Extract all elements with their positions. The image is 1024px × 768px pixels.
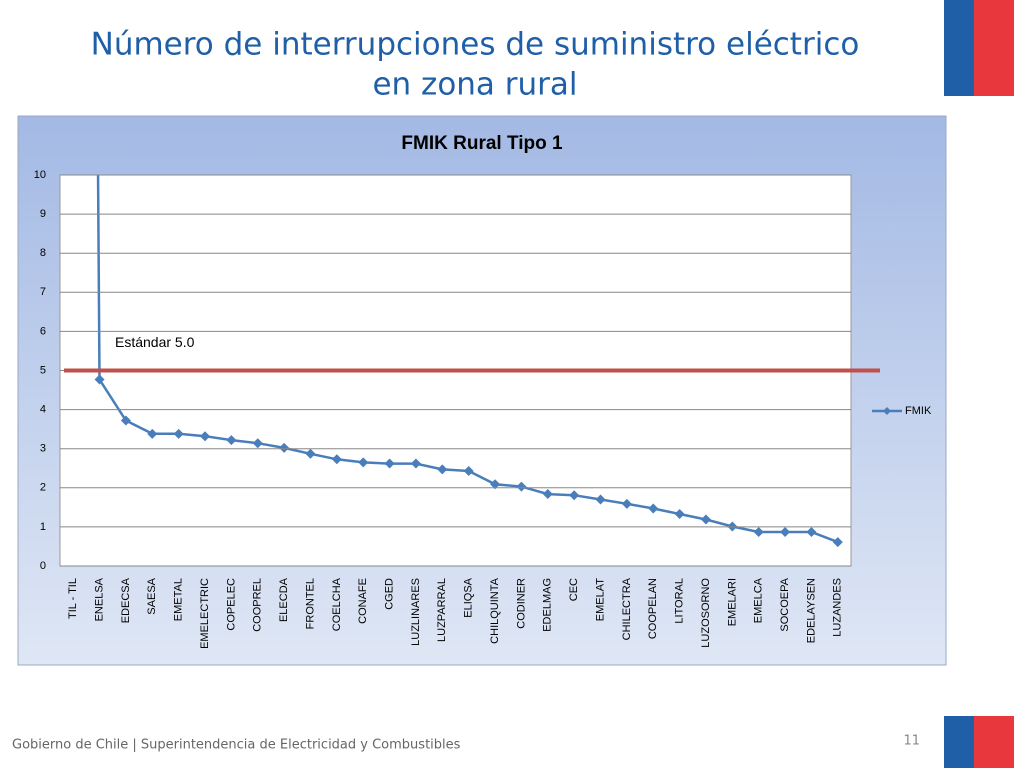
- data-point: [516, 481, 527, 492]
- x-tick-label: EDELAYSEN: [805, 578, 817, 643]
- x-tick-label: SAESA: [146, 577, 158, 614]
- x-tick-label: ENELSA: [93, 577, 105, 621]
- x-tick-label: EMELARI: [726, 578, 738, 626]
- x-tick-label: EMETAL: [173, 578, 185, 621]
- data-point: [780, 526, 791, 537]
- chart-title: FMIK Rural Tipo 1: [401, 133, 563, 154]
- x-tick-label: EMELCA: [753, 577, 765, 623]
- data-point: [252, 438, 263, 449]
- x-tick-label: EDELMAG: [542, 578, 554, 632]
- x-tick-label: LUZOSORNO: [700, 578, 712, 648]
- data-point: [305, 448, 316, 459]
- x-tick-label: CODINER: [515, 578, 527, 629]
- data-point: [120, 415, 131, 426]
- data-point: [542, 489, 553, 500]
- x-tick-label: ELECDA: [278, 577, 290, 622]
- data-point: [832, 537, 843, 548]
- x-tick-label: COELCHA: [331, 577, 343, 631]
- legend-marker: [883, 407, 891, 415]
- plot: [94, 175, 843, 548]
- data-point: [226, 435, 237, 446]
- data-point: [806, 526, 817, 537]
- x-tick-label: TIL - TIL: [67, 578, 79, 619]
- x-tick-label: COOPREL: [252, 578, 264, 632]
- slide-title: en zona rural: [372, 67, 577, 103]
- x-tick-label: EMELAT: [594, 578, 606, 621]
- data-point: [437, 464, 448, 475]
- x-tick-label: SOCOEPA: [779, 577, 791, 631]
- y-tick-label: 2: [40, 482, 46, 494]
- data-point: [331, 454, 342, 465]
- x-tick-label: CHILECTRA: [621, 577, 633, 640]
- x-tick-label: CEC: [568, 578, 580, 601]
- data-point: [94, 374, 105, 385]
- x-tick-label: COOPELAN: [647, 578, 659, 639]
- flag-red: [974, 0, 1014, 96]
- y-tick-label: 8: [40, 247, 46, 259]
- y-tick-label: 1: [40, 521, 46, 533]
- data-point: [621, 498, 632, 509]
- y-tick-label: 5: [40, 364, 46, 376]
- data-point: [595, 494, 606, 505]
- y-tick-label: 10: [34, 169, 46, 181]
- data-point: [173, 428, 184, 439]
- y-tick-label: 9: [40, 208, 46, 220]
- y-tick-label: 3: [40, 443, 46, 455]
- legend-label: FMIK: [905, 405, 932, 417]
- data-point: [700, 514, 711, 525]
- data-point: [569, 490, 580, 501]
- data-point: [490, 479, 501, 490]
- data-point: [410, 458, 421, 469]
- x-tick-label: EMELECTRIC: [199, 578, 211, 649]
- y-tick-label: 4: [40, 404, 46, 416]
- x-tick-label: ELIQSA: [463, 577, 475, 617]
- x-tick-label: LUZLINARES: [410, 578, 422, 646]
- data-point: [674, 508, 685, 519]
- footer: Gobierno de Chile | Superintendencia de …: [12, 738, 461, 753]
- x-tick-label: FRONTEL: [304, 578, 316, 629]
- x-tick-label: CGED: [383, 578, 395, 610]
- y-tick-label: 7: [40, 286, 46, 298]
- flag-red: [974, 716, 1014, 768]
- data-point: [463, 465, 474, 476]
- data-point: [358, 457, 369, 468]
- x-tick-label: EDECSA: [120, 577, 132, 623]
- flag-blue: [944, 0, 974, 96]
- data-point: [147, 428, 158, 439]
- y-tick-label: 6: [40, 325, 46, 337]
- standard-label: Estándar 5.0: [115, 334, 195, 350]
- data-point: [279, 442, 290, 453]
- slide-title: Número de interrupciones de suministro e…: [91, 27, 860, 63]
- data-point: [648, 503, 659, 514]
- y-tick-label: 0: [40, 560, 46, 572]
- data-point: [384, 458, 395, 469]
- x-tick-label: CONAFE: [357, 578, 369, 624]
- page-number: 11: [903, 734, 920, 749]
- flag-blue: [944, 716, 974, 768]
- data-point: [200, 431, 211, 442]
- x-tick-label: CHILQUINTA: [489, 577, 501, 643]
- x-tick-label: LITORAL: [674, 578, 686, 624]
- x-tick-label: LUZPARRAL: [436, 578, 448, 642]
- x-tick-label: LUZANDES: [832, 578, 844, 637]
- data-point: [753, 526, 764, 537]
- x-tick-label: COPELEC: [225, 578, 237, 631]
